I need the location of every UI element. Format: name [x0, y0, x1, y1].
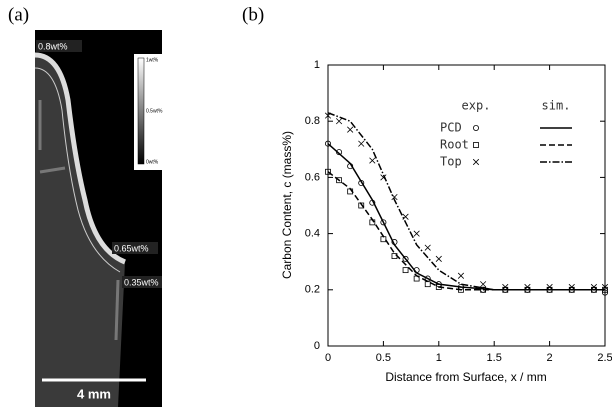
gear-tooth: [35, 55, 125, 407]
data-point: [380, 219, 387, 226]
data-point: [335, 118, 343, 125]
data-point: [358, 140, 365, 147]
y-tick-label: 0.2: [305, 284, 320, 296]
data-point: [369, 157, 376, 164]
data-point: [568, 283, 575, 291]
sim-line: [327, 112, 605, 291]
x-tick-label: 2.5: [597, 352, 612, 364]
data-point: [601, 283, 609, 291]
data-point: [458, 286, 464, 293]
data-point: [347, 188, 354, 195]
data-point: [324, 140, 331, 147]
data-point: [502, 283, 509, 291]
legend-label: Root: [440, 138, 469, 152]
data-point: [546, 283, 553, 291]
x-tick-label: 2: [547, 352, 553, 364]
legend-header: sim.: [542, 99, 571, 113]
legend-header: exp.: [462, 99, 491, 113]
data-point: [380, 236, 387, 243]
data-point: [480, 281, 487, 288]
y-axis-label: Carbon Content, c (mass%): [280, 131, 294, 279]
x-tick-label: 0: [325, 352, 331, 364]
data-point: [524, 283, 531, 291]
data-point: [391, 253, 398, 259]
label-box: [36, 40, 82, 52]
colorbar: [137, 57, 145, 165]
legend-marker: [472, 125, 479, 132]
y-tick-label: 0.8: [305, 115, 320, 127]
data-point: [325, 168, 331, 175]
label-box: [112, 242, 158, 254]
data-point: [402, 213, 409, 220]
data-point: [391, 193, 398, 201]
data-point: [358, 180, 365, 187]
data-point: [402, 267, 409, 274]
legend-marker: [472, 158, 480, 166]
data-point: [358, 202, 365, 209]
data-point: [369, 199, 376, 206]
data-point: [413, 275, 420, 282]
data-point: [413, 230, 420, 237]
data-point: [424, 275, 431, 282]
data-point: [435, 255, 442, 262]
annotation: 0.65wt%: [114, 243, 149, 253]
panel-label: (b): [242, 4, 264, 25]
data-point: [336, 149, 343, 156]
y-tick-label: 0: [314, 340, 320, 352]
panel-label: (a): [8, 4, 29, 25]
y-tick-label: 0.6: [305, 171, 320, 183]
data-point: [413, 267, 420, 274]
legend-label: Top: [440, 155, 462, 169]
data-point: [402, 255, 409, 262]
profile-line: [114, 279, 120, 341]
x-tick-label: 0.5: [376, 352, 391, 364]
colorbar-label: 1wt%: [146, 57, 159, 63]
sim-line: [327, 171, 605, 291]
data-point: [369, 219, 376, 226]
data-point: [380, 174, 387, 181]
data-point: [435, 284, 442, 290]
data-point: [347, 163, 354, 170]
carburized-layer: [34, 52, 127, 265]
scale-bar-label: 4 mm: [77, 386, 111, 401]
colorbar-label: 0wt%: [146, 159, 159, 165]
legend-label: PCD: [440, 121, 462, 135]
profile-line: [39, 166, 66, 174]
y-tick-label: 0.4: [305, 228, 320, 240]
annotation: 0.8wt%: [38, 41, 68, 51]
label-box: [122, 276, 162, 288]
x-tick-label: 1.5: [487, 352, 502, 364]
colorbar-label: 0.5wt%: [146, 108, 163, 114]
data-point: [457, 272, 465, 279]
data-point: [391, 239, 398, 246]
data-point: [347, 126, 354, 133]
data-point: [324, 112, 332, 119]
data-point: [590, 283, 598, 291]
x-axis-label: Distance from Surface, x / mm: [385, 370, 546, 384]
sim-line: [327, 143, 605, 291]
data-point: [424, 281, 431, 288]
x-tick-label: 1: [436, 352, 442, 364]
y-tick-label: 1: [314, 59, 320, 71]
data-point: [424, 244, 431, 251]
annotation: 0.35wt%: [124, 277, 159, 287]
legend-marker: [473, 142, 479, 148]
data-point: [336, 177, 342, 184]
plot-frame: [327, 64, 606, 347]
layer-boundary: [34, 67, 121, 273]
